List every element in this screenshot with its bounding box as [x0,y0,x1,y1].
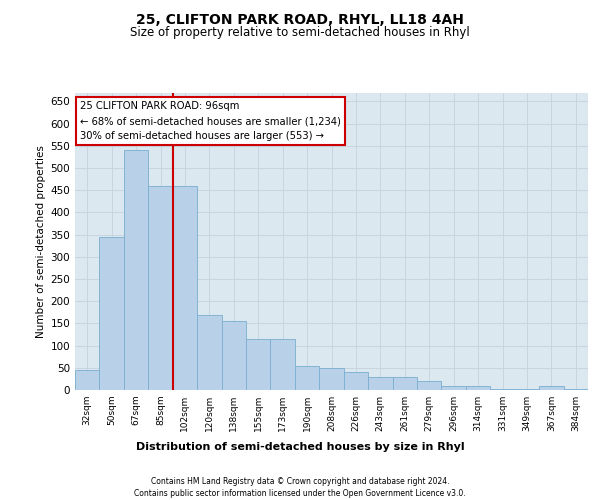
Bar [344,372,368,390]
Bar [75,370,100,390]
Bar [148,186,173,390]
Bar [417,381,442,390]
Bar [319,368,344,390]
Bar [490,388,515,390]
Bar [515,388,539,390]
Bar [466,386,490,390]
Text: 25, CLIFTON PARK ROAD, RHYL, LL18 4AH: 25, CLIFTON PARK ROAD, RHYL, LL18 4AH [136,12,464,26]
Bar [442,386,466,390]
Bar [173,186,197,390]
Text: 25 CLIFTON PARK ROAD: 96sqm
← 68% of semi-detached houses are smaller (1,234)
30: 25 CLIFTON PARK ROAD: 96sqm ← 68% of sem… [80,102,341,141]
Text: Size of property relative to semi-detached houses in Rhyl: Size of property relative to semi-detach… [130,26,470,39]
Text: Contains public sector information licensed under the Open Government Licence v3: Contains public sector information licen… [134,489,466,498]
Bar [563,388,588,390]
Bar [124,150,148,390]
Bar [368,376,392,390]
Y-axis label: Number of semi-detached properties: Number of semi-detached properties [36,145,46,338]
Text: Contains HM Land Registry data © Crown copyright and database right 2024.: Contains HM Land Registry data © Crown c… [151,478,449,486]
Bar [100,237,124,390]
Bar [271,339,295,390]
Bar [221,321,246,390]
Bar [539,386,563,390]
Bar [246,339,271,390]
Bar [295,366,319,390]
Text: Distribution of semi-detached houses by size in Rhyl: Distribution of semi-detached houses by … [136,442,464,452]
Bar [392,376,417,390]
Bar [197,314,221,390]
